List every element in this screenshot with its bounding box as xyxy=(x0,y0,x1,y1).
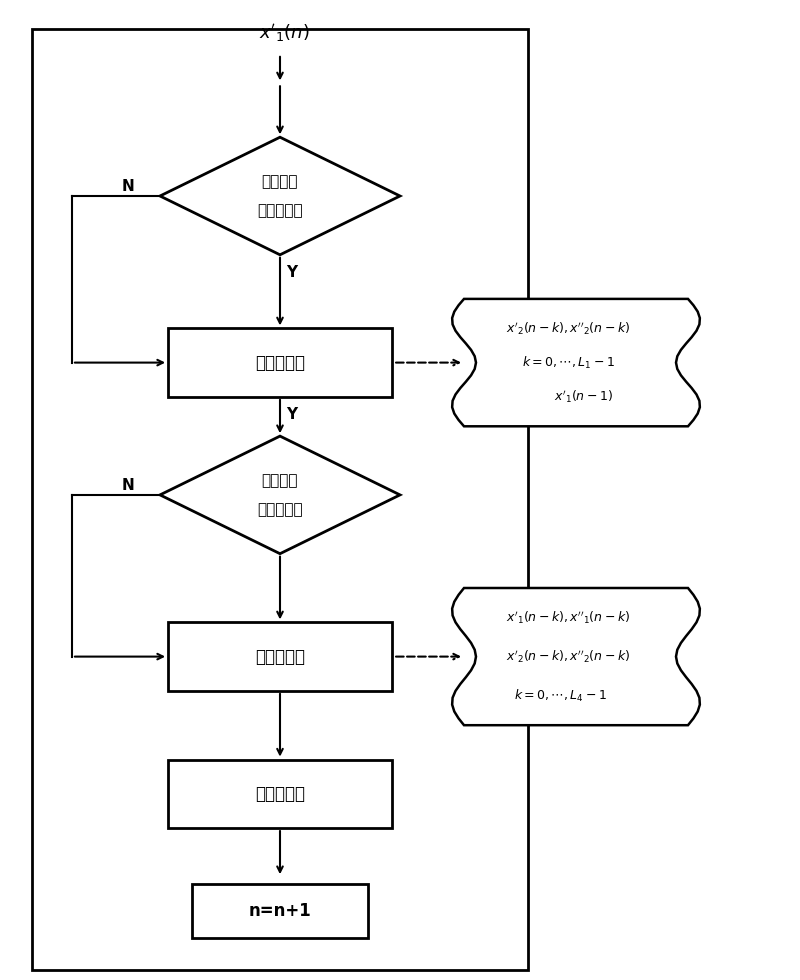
Polygon shape xyxy=(160,436,400,554)
Text: n=n+1: n=n+1 xyxy=(249,903,311,920)
Polygon shape xyxy=(160,137,400,255)
Text: 处理步骤二: 处理步骤二 xyxy=(255,648,305,665)
Text: N: N xyxy=(122,477,134,493)
Text: 符合处理: 符合处理 xyxy=(262,472,298,488)
Text: Y: Y xyxy=(286,407,298,422)
Text: $x'_2(n-k),x''_2(n-k)$: $x'_2(n-k),x''_2(n-k)$ xyxy=(506,649,630,664)
Text: 步骤一条件: 步骤一条件 xyxy=(257,203,303,219)
PathPatch shape xyxy=(452,588,700,725)
FancyBboxPatch shape xyxy=(168,328,392,397)
Text: $k=0,\cdots,L_1-1$: $k=0,\cdots,L_1-1$ xyxy=(522,355,614,370)
Text: $k=0,\cdots,L_4-1$: $k=0,\cdots,L_4-1$ xyxy=(514,688,606,704)
PathPatch shape xyxy=(452,299,700,426)
Text: $x'_1(n)$: $x'_1(n)$ xyxy=(258,23,310,44)
Text: 步骤二条件: 步骤二条件 xyxy=(257,502,303,517)
Text: 处理步骤三: 处理步骤三 xyxy=(255,785,305,803)
Text: N: N xyxy=(122,178,134,194)
Text: $x'_1(n-1)$: $x'_1(n-1)$ xyxy=(554,389,614,405)
Text: 符合处理: 符合处理 xyxy=(262,173,298,189)
Text: $x'_1(n-k),x''_1(n-k)$: $x'_1(n-k),x''_1(n-k)$ xyxy=(506,610,630,625)
FancyBboxPatch shape xyxy=(168,760,392,828)
FancyBboxPatch shape xyxy=(168,622,392,691)
Text: 处理步骤一: 处理步骤一 xyxy=(255,354,305,371)
Text: $x'_2(n-k),x''_2(n-k)$: $x'_2(n-k),x''_2(n-k)$ xyxy=(506,320,630,336)
FancyBboxPatch shape xyxy=(32,29,528,970)
FancyBboxPatch shape xyxy=(192,884,368,939)
Text: Y: Y xyxy=(286,265,298,280)
